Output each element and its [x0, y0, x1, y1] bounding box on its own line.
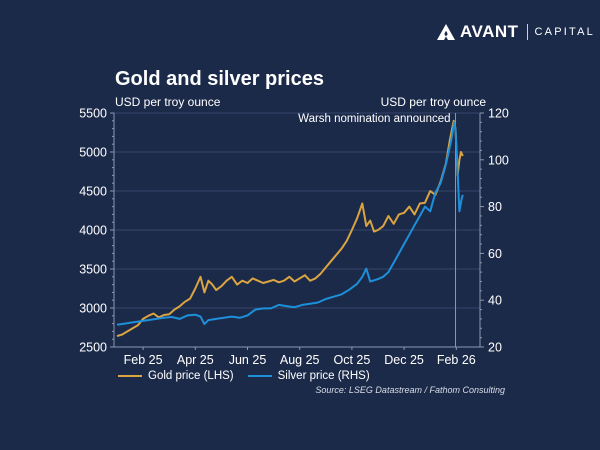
- legend-label-silver: Silver price (RHS): [277, 370, 370, 382]
- brand-divider: [526, 24, 528, 40]
- left-tick-label: 3500: [79, 263, 107, 277]
- x-tick-label: Jun 25: [229, 353, 267, 367]
- right-axis-unit: USD per troy ounce: [380, 95, 486, 109]
- x-tick-label: Feb 25: [124, 353, 163, 367]
- right-tick-label: 40: [488, 294, 502, 308]
- event-annotation-label: Warsh nomination announced: [298, 113, 450, 125]
- legend-label-gold: Gold price (LHS): [148, 370, 234, 382]
- x-tick-label: Feb 26: [437, 353, 476, 367]
- source-note: Source: LSEG Datastream / Fathom Consult…: [315, 385, 505, 395]
- gold-price-line: [116, 119, 464, 338]
- left-tick-label: 4500: [79, 185, 107, 199]
- x-tick-label: Aug 25: [280, 353, 320, 367]
- silver-price-line: [116, 121, 464, 326]
- legend-item-silver: Silver price (RHS): [247, 370, 370, 382]
- chart-title: Gold and silver prices: [115, 68, 324, 90]
- chart-legend: Gold price (LHS) Silver price (RHS): [118, 370, 384, 382]
- right-tick-label: 80: [488, 200, 502, 214]
- legend-swatch-gold: [118, 374, 142, 378]
- left-tick-label: 3000: [79, 302, 107, 316]
- x-tick-label: Dec 25: [384, 353, 424, 367]
- left-axis-unit: USD per troy ounce: [115, 95, 221, 109]
- avant-logo-icon: [437, 24, 455, 40]
- legend-swatch-silver: [247, 374, 272, 378]
- left-tick-label: 4000: [79, 224, 107, 238]
- left-tick-label: 2500: [79, 341, 107, 355]
- left-tick-label: 5500: [79, 107, 107, 121]
- brand-logo: AVANT CAPITAL: [436, 22, 595, 42]
- brand-suffix: CAPITAL: [534, 26, 595, 38]
- legend-item-gold: Gold price (LHS): [118, 370, 234, 382]
- right-tick-label: 60: [488, 247, 502, 261]
- brand-name: AVANT: [460, 22, 519, 41]
- right-tick-label: 20: [488, 341, 502, 355]
- x-tick-label: Apr 25: [177, 353, 214, 367]
- right-tick-label: 100: [488, 153, 509, 167]
- right-tick-label: 120: [488, 107, 509, 121]
- left-tick-label: 5000: [79, 146, 107, 160]
- x-tick-label: Oct 25: [333, 353, 370, 367]
